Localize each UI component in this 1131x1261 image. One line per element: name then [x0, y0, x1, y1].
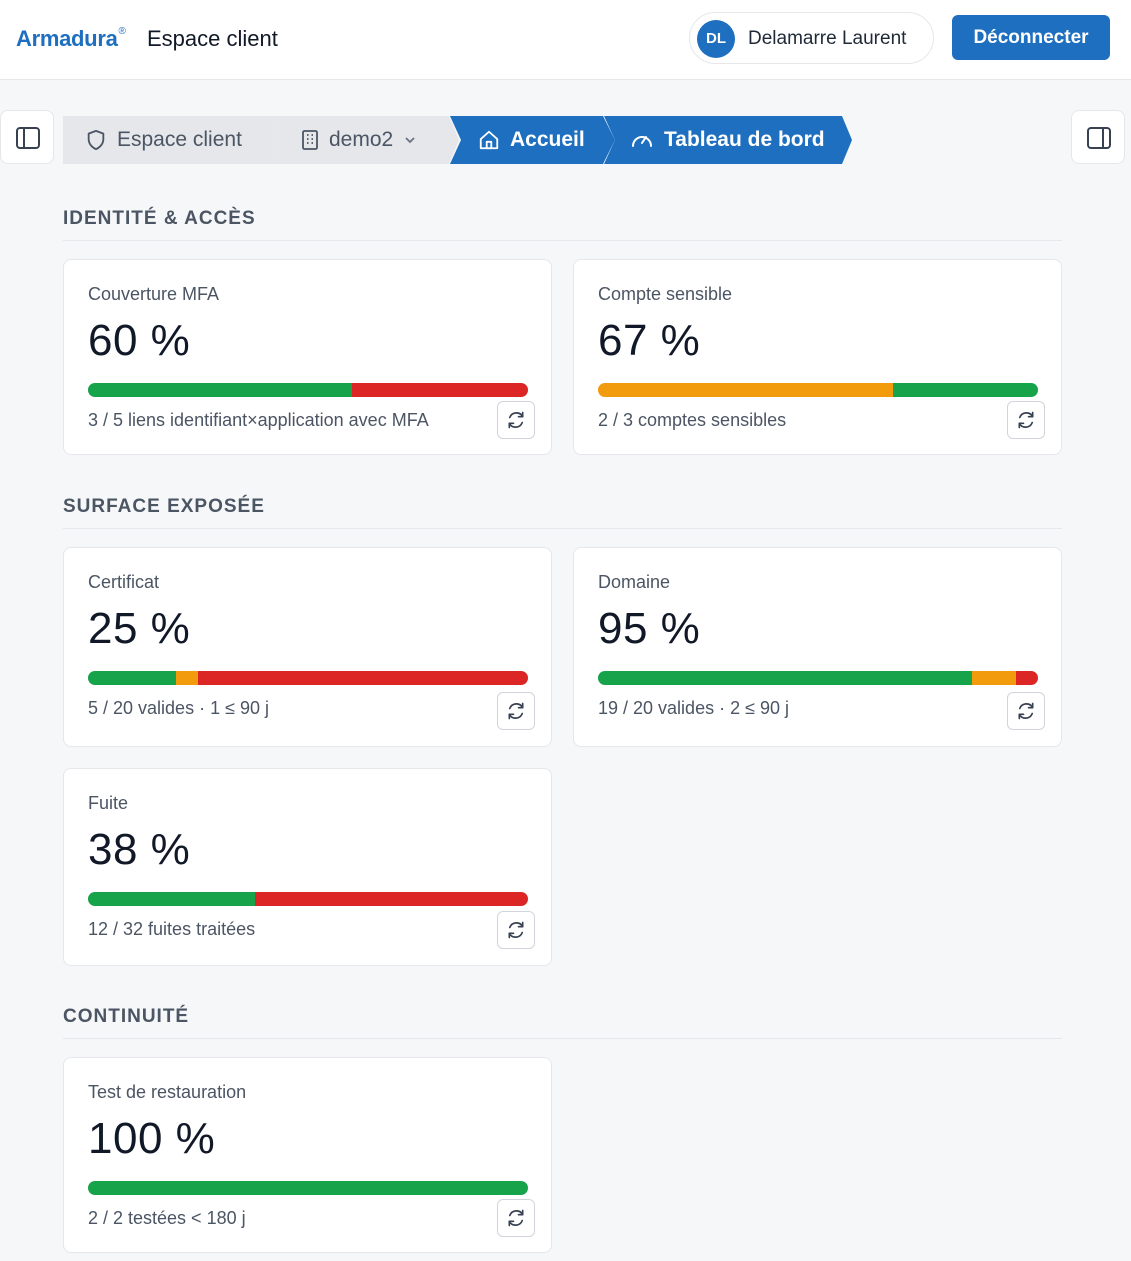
kpi-value: 38 % — [88, 825, 191, 874]
registered-mark: ® — [118, 25, 126, 37]
kpi-label: Fuite — [88, 793, 129, 813]
section-divider — [63, 1038, 1062, 1039]
section-divider — [63, 240, 1062, 241]
breadcrumb-label: Accueil — [510, 128, 585, 151]
chevron-down-icon — [405, 137, 415, 144]
refresh-button[interactable] — [497, 692, 535, 730]
kpi-progress-bar — [88, 892, 528, 906]
kpi-card-test-restauration: Test de restauration 100 % 2 / 2 testées… — [63, 1057, 552, 1253]
kpi-progress-bar — [88, 671, 528, 685]
logout-button[interactable]: Déconnecter — [952, 15, 1110, 60]
refresh-icon — [1018, 411, 1034, 429]
kpi-label: Compte sensible — [598, 284, 733, 304]
refresh-icon — [508, 702, 524, 720]
user-name: Delamarre Laurent — [748, 28, 907, 49]
progress-segment-red — [1016, 671, 1038, 685]
breadcrumb-tableau-de-bord[interactable]: Tableau de bord — [604, 116, 852, 164]
kpi-card-compte-sensible: Compte sensible 67 % 2 / 3 comptes sensi… — [573, 259, 1062, 455]
kpi-detail: 3 / 5 liens identifiant×application avec… — [88, 410, 429, 430]
building-icon — [302, 130, 318, 150]
kpi-label: Couverture MFA — [88, 284, 220, 304]
breadcrumb-label: Tableau de bord — [664, 128, 825, 151]
refresh-button[interactable] — [497, 911, 535, 949]
section-title-identite: IDENTITÉ & ACCÈS — [63, 208, 256, 229]
kpi-progress-bar — [88, 383, 528, 397]
kpi-card-certificat: Certificat 25 % 5 / 20 valides · 1 ≤ 90 … — [63, 547, 552, 747]
breadcrumb-espace-client[interactable]: Espace client — [63, 116, 279, 164]
progress-segment-orange — [176, 671, 198, 685]
app-title: Espace client — [147, 26, 278, 51]
progress-segment-green — [598, 671, 972, 685]
progress-segment-orange — [598, 383, 893, 397]
avatar: DL — [697, 20, 735, 58]
kpi-value: 95 % — [598, 604, 701, 653]
sidebar-right-icon — [1087, 127, 1111, 149]
kpi-value: 67 % — [598, 316, 701, 365]
refresh-button[interactable] — [497, 1199, 535, 1237]
kpi-detail: 12 / 32 fuites traitées — [88, 919, 256, 939]
refresh-button[interactable] — [497, 401, 535, 439]
section-title-continuite: CONTINUITÉ — [63, 1006, 190, 1027]
kpi-label: Domaine — [598, 572, 671, 592]
progress-segment-green — [88, 671, 176, 685]
kpi-card-domaine: Domaine 95 % 19 / 20 valides · 2 ≤ 90 j — [573, 547, 1062, 747]
progress-segment-red — [198, 671, 528, 685]
kpi-progress-bar — [598, 671, 1038, 685]
progress-segment-red — [352, 383, 528, 397]
refresh-button[interactable] — [1007, 692, 1045, 730]
refresh-icon — [508, 411, 524, 429]
kpi-progress-bar — [88, 1181, 528, 1195]
brand-logo[interactable]: Armadura® — [16, 25, 126, 51]
progress-segment-orange — [972, 671, 1016, 685]
top-bar: Armadura® Espace client DL Delamarre Lau… — [0, 0, 1131, 80]
kpi-progress-bar — [598, 383, 1038, 397]
left-sidebar-toggle[interactable] — [0, 110, 54, 164]
kpi-value: 60 % — [88, 316, 191, 365]
breadcrumb-accueil[interactable]: Accueil — [450, 116, 615, 164]
kpi-value: 100 % — [88, 1114, 216, 1163]
user-menu[interactable]: DL Delamarre Laurent — [689, 12, 934, 64]
kpi-value: 25 % — [88, 604, 191, 653]
breadcrumb-label: Espace client — [117, 128, 242, 151]
kpi-card-fuite: Fuite 38 % 12 / 32 fuites traitées — [63, 768, 552, 966]
gauge-icon — [632, 136, 652, 147]
kpi-detail: 2 / 2 testées < 180 j — [88, 1208, 246, 1228]
section-divider — [63, 528, 1062, 529]
refresh-icon — [1018, 702, 1034, 720]
breadcrumb-tenant-selector[interactable]: demo2 — [269, 116, 459, 164]
section-title-surface: SURFACE EXPOSÉE — [63, 496, 265, 517]
progress-segment-green — [88, 383, 352, 397]
progress-segment-red — [255, 892, 528, 906]
progress-segment-green — [88, 1181, 528, 1195]
progress-segment-green — [88, 892, 256, 906]
sidebar-left-icon — [16, 127, 40, 149]
kpi-card-couverture-mfa: Couverture MFA 60 % 3 / 5 liens identifi… — [63, 259, 552, 455]
refresh-icon — [508, 921, 524, 939]
home-icon — [479, 130, 499, 150]
right-sidebar-toggle[interactable] — [1071, 110, 1125, 164]
refresh-icon — [508, 1209, 524, 1227]
kpi-label: Test de restauration — [88, 1082, 247, 1102]
kpi-detail: 19 / 20 valides · 2 ≤ 90 j — [598, 698, 789, 718]
shield-icon — [87, 129, 105, 151]
kpi-detail: 5 / 20 valides · 1 ≤ 90 j — [88, 698, 269, 718]
breadcrumb-label: demo2 — [329, 128, 394, 151]
kpi-detail: 2 / 3 comptes sensibles — [598, 410, 787, 430]
kpi-label: Certificat — [88, 572, 160, 592]
refresh-button[interactable] — [1007, 401, 1045, 439]
progress-segment-green — [892, 383, 1038, 397]
